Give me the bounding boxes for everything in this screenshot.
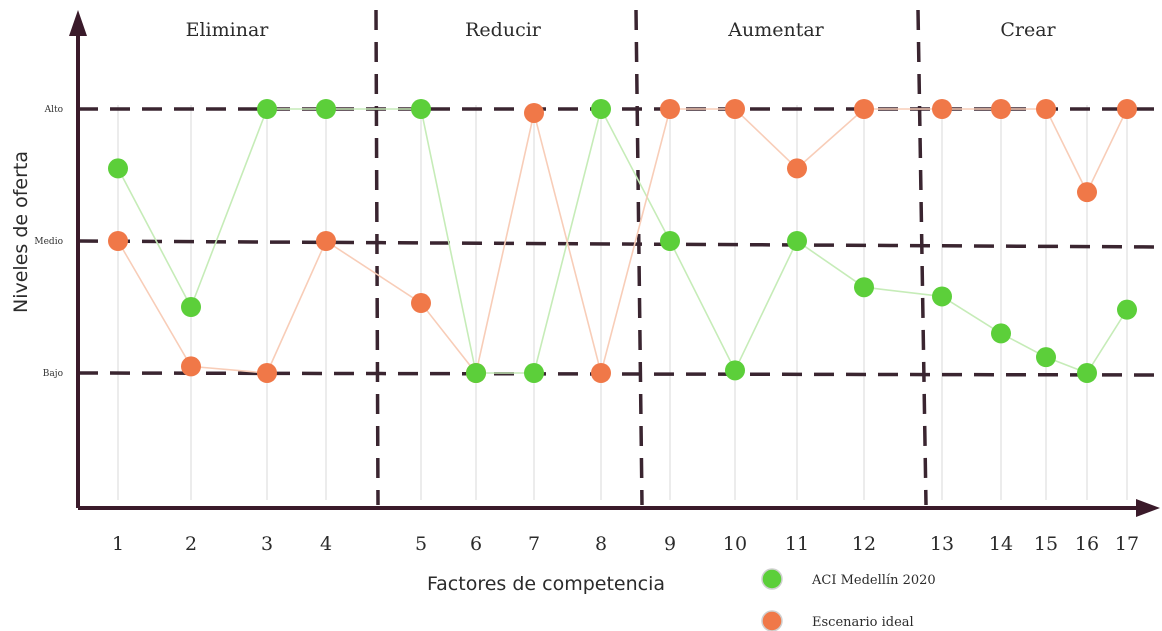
data-point — [591, 99, 611, 119]
x-tick-label: 14 — [989, 533, 1013, 555]
x-tick-label: 16 — [1075, 533, 1099, 555]
legend-label: Escenario ideal — [812, 615, 914, 630]
data-point — [1117, 99, 1137, 119]
data-point — [932, 286, 952, 307]
vertical-guides — [117, 105, 1128, 500]
y-axis-title: Niveles de oferta — [10, 151, 32, 313]
section-divider — [916, 9, 928, 506]
section-label: Eliminar — [186, 19, 270, 41]
data-point — [660, 231, 680, 251]
x-tick-label: 4 — [320, 533, 332, 555]
data-point — [316, 231, 336, 251]
x-tick-label: 3 — [261, 533, 273, 555]
data-point — [181, 297, 201, 317]
level-label: Medio — [34, 237, 63, 247]
data-point — [591, 363, 611, 383]
level-gridline — [77, 371, 1162, 377]
level-labels: Bajo Medio Alto — [34, 105, 63, 379]
data-point — [854, 277, 874, 298]
data-point — [466, 363, 486, 383]
y-axis-arrow — [69, 10, 87, 36]
legend-marker — [761, 568, 783, 590]
data-point — [108, 158, 128, 179]
section-divider — [634, 9, 644, 506]
series-points — [108, 99, 1137, 383]
x-tick-label: 10 — [723, 533, 747, 555]
level-gridline — [77, 239, 1162, 249]
data-point — [181, 356, 201, 377]
data-point — [257, 99, 277, 119]
x-tick-label: 12 — [852, 533, 876, 555]
x-tick-label: 8 — [595, 533, 607, 555]
legend: ACI Medellín 2020 Escenario ideal — [761, 568, 936, 631]
data-point — [524, 102, 544, 123]
x-tick-label: 13 — [930, 533, 954, 555]
legend-marker — [761, 610, 783, 631]
data-point — [108, 231, 128, 251]
data-point — [660, 99, 680, 119]
data-point — [725, 360, 745, 381]
data-point — [257, 363, 277, 383]
x-tick-label: 6 — [470, 533, 482, 555]
section-dividers — [374, 9, 928, 506]
data-point — [1036, 347, 1056, 368]
data-point — [787, 158, 807, 179]
data-point — [1077, 363, 1097, 383]
data-point — [932, 99, 952, 119]
data-point — [1117, 299, 1137, 320]
x-tick-label: 11 — [785, 533, 809, 555]
x-tick-label: 2 — [185, 533, 197, 555]
legend-label: ACI Medellín 2020 — [811, 573, 936, 588]
section-label: Crear — [1000, 19, 1056, 41]
data-point — [991, 99, 1011, 119]
section-labels: Eliminar Reducir Aumentar Crear — [186, 19, 1057, 41]
x-tick-label: 5 — [415, 533, 427, 555]
series-line — [117, 106, 1128, 374]
data-point — [1036, 99, 1056, 119]
data-point — [1077, 182, 1097, 203]
x-axis-arrow — [1136, 499, 1160, 517]
data-point — [991, 323, 1011, 344]
data-point — [316, 99, 336, 119]
data-point — [787, 231, 807, 251]
data-point — [411, 293, 431, 314]
x-axis-title: Factores de competencia — [427, 573, 665, 595]
series-lines — [117, 106, 1128, 377]
data-point — [725, 99, 745, 119]
section-label: Reducir — [465, 19, 542, 41]
data-point — [854, 99, 874, 119]
x-tick-label: 1 — [112, 533, 124, 555]
x-tick-label: 15 — [1034, 533, 1058, 555]
x-tick-label: 7 — [528, 533, 540, 555]
level-label: Alto — [44, 105, 63, 115]
x-tick-labels: 1 2 3 4 5 6 7 8 9 10 11 12 13 14 15 16 17 — [112, 533, 1139, 555]
x-tick-label: 9 — [664, 533, 676, 555]
data-point — [524, 363, 544, 383]
data-point — [411, 99, 431, 119]
x-tick-label: 17 — [1115, 533, 1139, 555]
section-divider — [374, 9, 380, 506]
level-label: Bajo — [43, 369, 63, 379]
section-label: Aumentar — [727, 19, 824, 41]
